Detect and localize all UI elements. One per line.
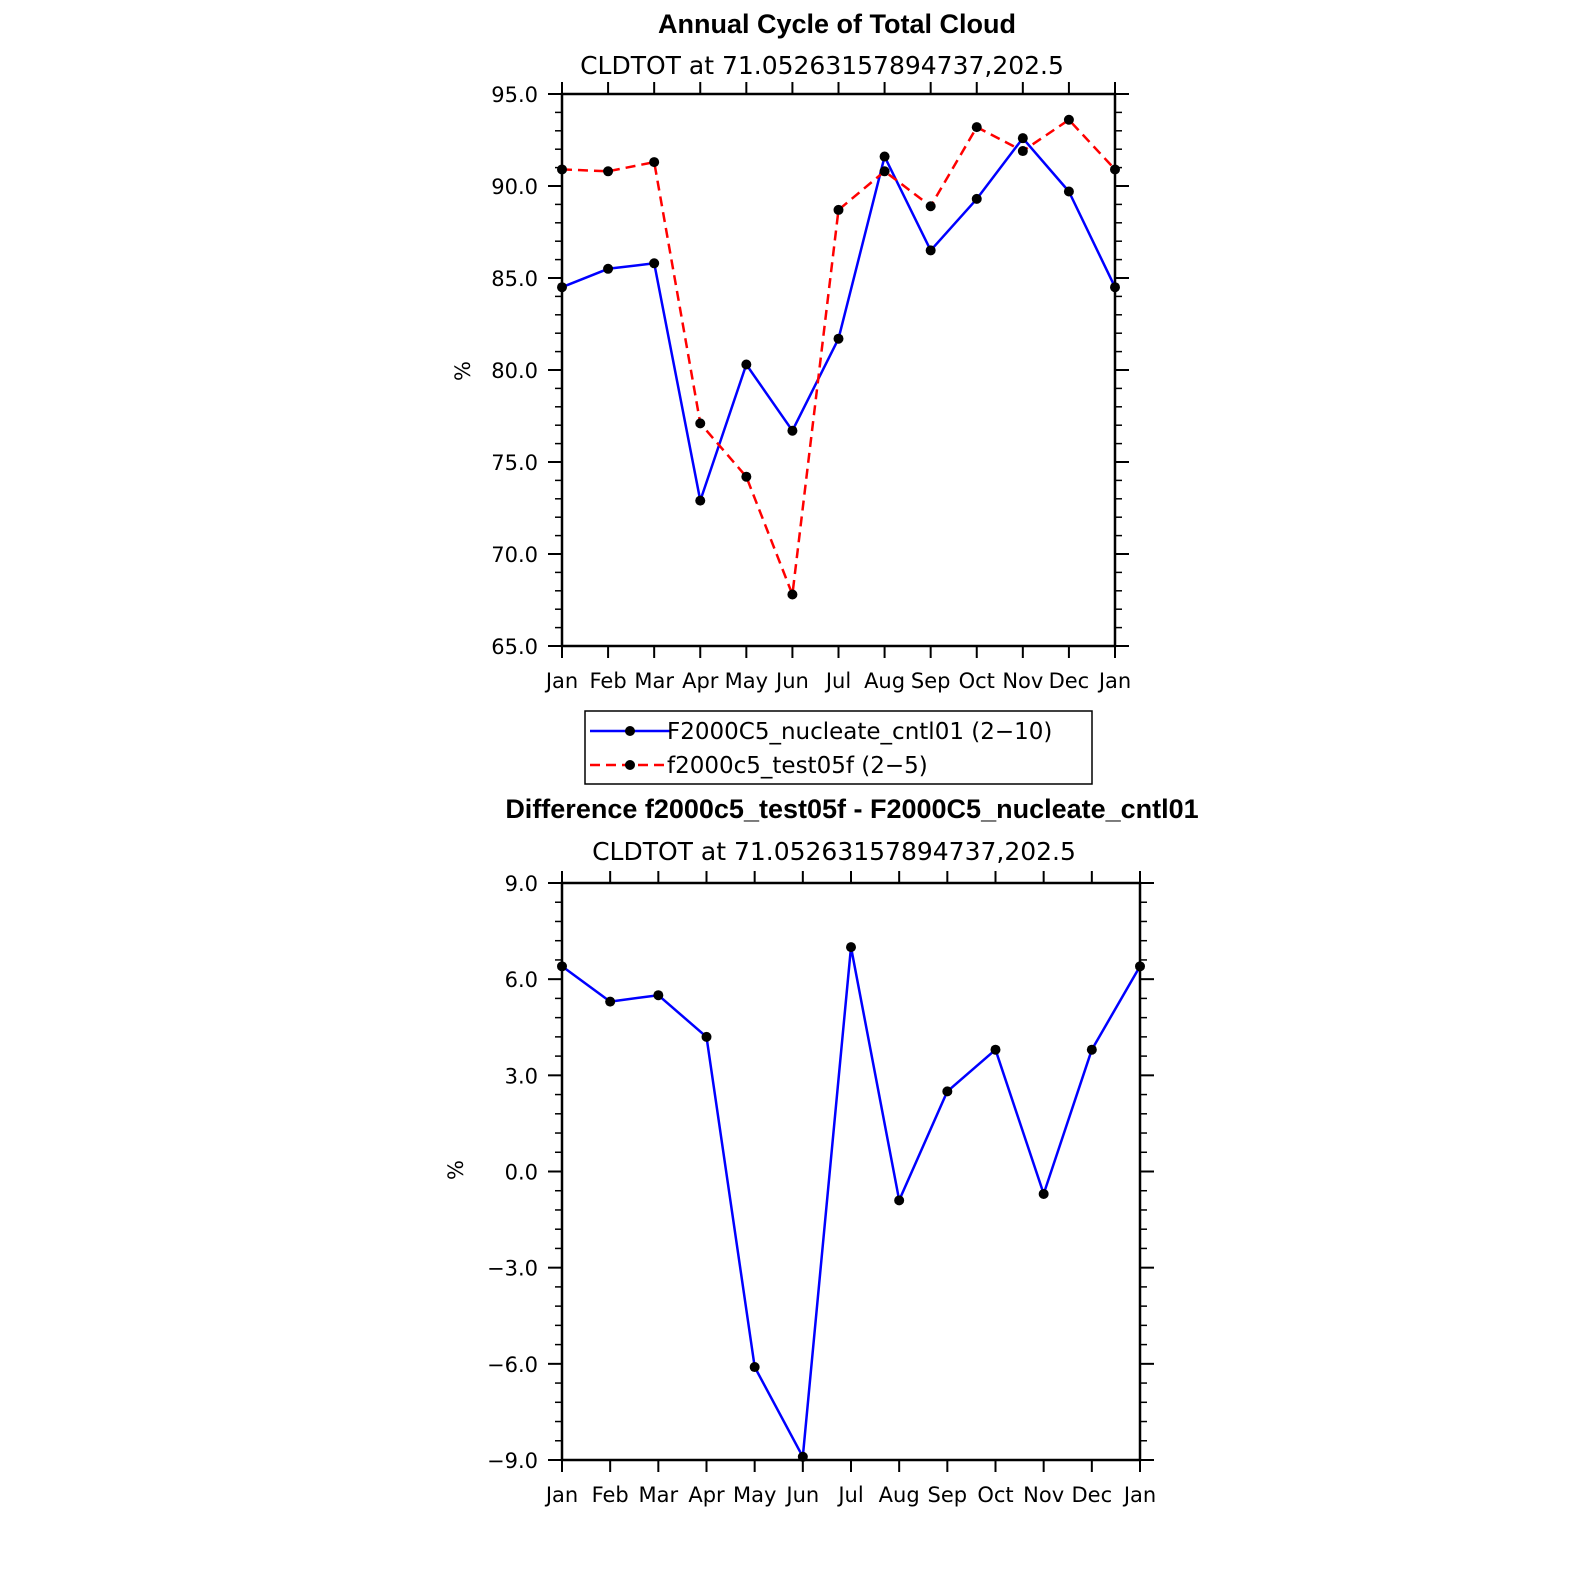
data-point-0 — [1086, 1044, 1097, 1055]
data-point-0 — [797, 1451, 808, 1462]
y-axis-label: % — [451, 361, 475, 381]
legend-label-cntl01: F2000C5_nucleate_cntl01 (2−10) — [667, 719, 1052, 745]
data-point-0 — [942, 1086, 953, 1097]
y-tick-label: 65.0 — [491, 635, 538, 659]
data-point-0 — [557, 961, 567, 972]
y-axis-label: % — [444, 1160, 468, 1180]
data-point-0 — [971, 193, 982, 204]
x-tick-label: Apr — [682, 669, 719, 693]
data-point-1 — [1110, 164, 1120, 175]
data-point-0 — [701, 1031, 712, 1042]
data-point-0 — [1017, 133, 1028, 144]
data-point-1 — [603, 166, 614, 177]
y-tick-label: 3.0 — [505, 1064, 538, 1088]
data-point-1 — [695, 418, 706, 429]
plot-frame — [560, 92, 1117, 648]
chart-subtitle: CLDTOT at 71.05263157894737,202.5 — [580, 51, 1064, 80]
data-point-0 — [990, 1044, 1001, 1055]
data-point-0 — [925, 245, 936, 256]
x-tick-label: Jun — [784, 1483, 819, 1507]
data-point-1 — [925, 201, 936, 212]
legend-label-test05f: f2000c5_test05f (2−5) — [667, 753, 928, 779]
data-point-1 — [833, 204, 844, 215]
x-tick-label: Oct — [959, 669, 995, 693]
x-tick-label: Jan — [544, 669, 578, 693]
y-tick-label: 9.0 — [505, 872, 538, 896]
series-line-0 — [561, 945, 1142, 1459]
data-point-1 — [787, 589, 798, 600]
x-tick-label: Nov — [1002, 669, 1043, 693]
data-point-0 — [1063, 186, 1074, 197]
chart-subtitle: CLDTOT at 71.05263157894737,202.5 — [592, 837, 1076, 866]
data-point-0 — [605, 996, 616, 1007]
data-point-1 — [1017, 146, 1028, 157]
chart-title: Annual Cycle of Total Cloud — [658, 9, 1016, 39]
data-point-0 — [1110, 282, 1120, 293]
x-tick-label: Jun — [774, 669, 809, 693]
x-tick-label: Mar — [639, 1483, 679, 1507]
x-tick-label: Jan — [1097, 669, 1131, 693]
series-line-1 — [561, 118, 1116, 596]
data-point-0 — [649, 258, 660, 269]
x-tick-label: Mar — [634, 669, 674, 693]
series-line-0 — [561, 136, 1117, 502]
data-point-1 — [741, 471, 752, 482]
data-point-0 — [879, 151, 890, 162]
annual-cycle-chart: Annual Cycle of Total Cloud CLDTOT at 71… — [451, 9, 1131, 785]
data-point-1 — [879, 166, 890, 177]
data-point-0 — [741, 359, 752, 370]
data-point-0 — [1038, 1188, 1049, 1199]
data-point-0 — [1135, 961, 1145, 972]
x-tick-label: Sep — [911, 669, 951, 693]
y-tick-label: −6.0 — [487, 1353, 538, 1377]
chart-title: Difference f2000c5_test05f - F2000C5_nuc… — [505, 794, 1198, 824]
y-tick-label: −9.0 — [487, 1449, 538, 1473]
y-tick-label: 75.0 — [491, 451, 538, 475]
x-tick-label: Feb — [589, 669, 626, 693]
legend-marker-cntl01 — [625, 726, 635, 736]
y-tick-label: 95.0 — [491, 83, 538, 107]
data-point-0 — [846, 942, 856, 953]
legend-marker-test05f — [625, 760, 635, 770]
legend-box — [584, 710, 1093, 785]
y-tick-label: 85.0 — [491, 267, 538, 291]
data-point-1 — [649, 157, 660, 168]
data-point-0 — [557, 282, 567, 293]
difference-chart: Difference f2000c5_test05f - F2000C5_nuc… — [444, 794, 1199, 1507]
data-point-0 — [695, 495, 706, 506]
data-point-1 — [557, 164, 567, 175]
legend: F2000C5_nucleate_cntl01 (2−10) f2000c5_t… — [584, 710, 1093, 785]
y-tick-label: 6.0 — [505, 968, 538, 992]
data-point-0 — [833, 333, 844, 344]
y-tick-label: 70.0 — [491, 543, 538, 567]
x-tick-label: Jul — [836, 1483, 863, 1507]
x-tick-label: Jul — [824, 669, 851, 693]
x-tick-label: Oct — [977, 1483, 1013, 1507]
x-tick-label: Jan — [544, 1483, 578, 1507]
x-tick-label: Dec — [1072, 1483, 1113, 1507]
data-point-0 — [653, 990, 664, 1001]
x-tick-label: Aug — [879, 1483, 920, 1507]
x-tick-label: Feb — [592, 1483, 629, 1507]
plot-frame — [560, 881, 1142, 1462]
x-tick-label: Dec — [1049, 669, 1090, 693]
x-tick-label: Jan — [1122, 1483, 1156, 1507]
x-tick-label: May — [733, 1483, 776, 1507]
data-point-0 — [787, 425, 798, 436]
x-tick-label: May — [725, 669, 768, 693]
data-point-0 — [749, 1362, 760, 1373]
x-tick-label: Nov — [1023, 1483, 1064, 1507]
x-tick-label: Sep — [928, 1483, 968, 1507]
data-point-0 — [894, 1195, 905, 1206]
x-tick-label: Apr — [688, 1483, 725, 1507]
y-tick-label: 0.0 — [505, 1161, 538, 1185]
y-tick-label: 90.0 — [491, 175, 538, 199]
data-point-1 — [971, 122, 982, 133]
data-point-1 — [1063, 114, 1074, 125]
data-point-0 — [603, 263, 614, 274]
y-tick-label: −3.0 — [487, 1257, 538, 1281]
y-tick-label: 80.0 — [491, 359, 538, 383]
x-tick-label: Aug — [864, 669, 905, 693]
